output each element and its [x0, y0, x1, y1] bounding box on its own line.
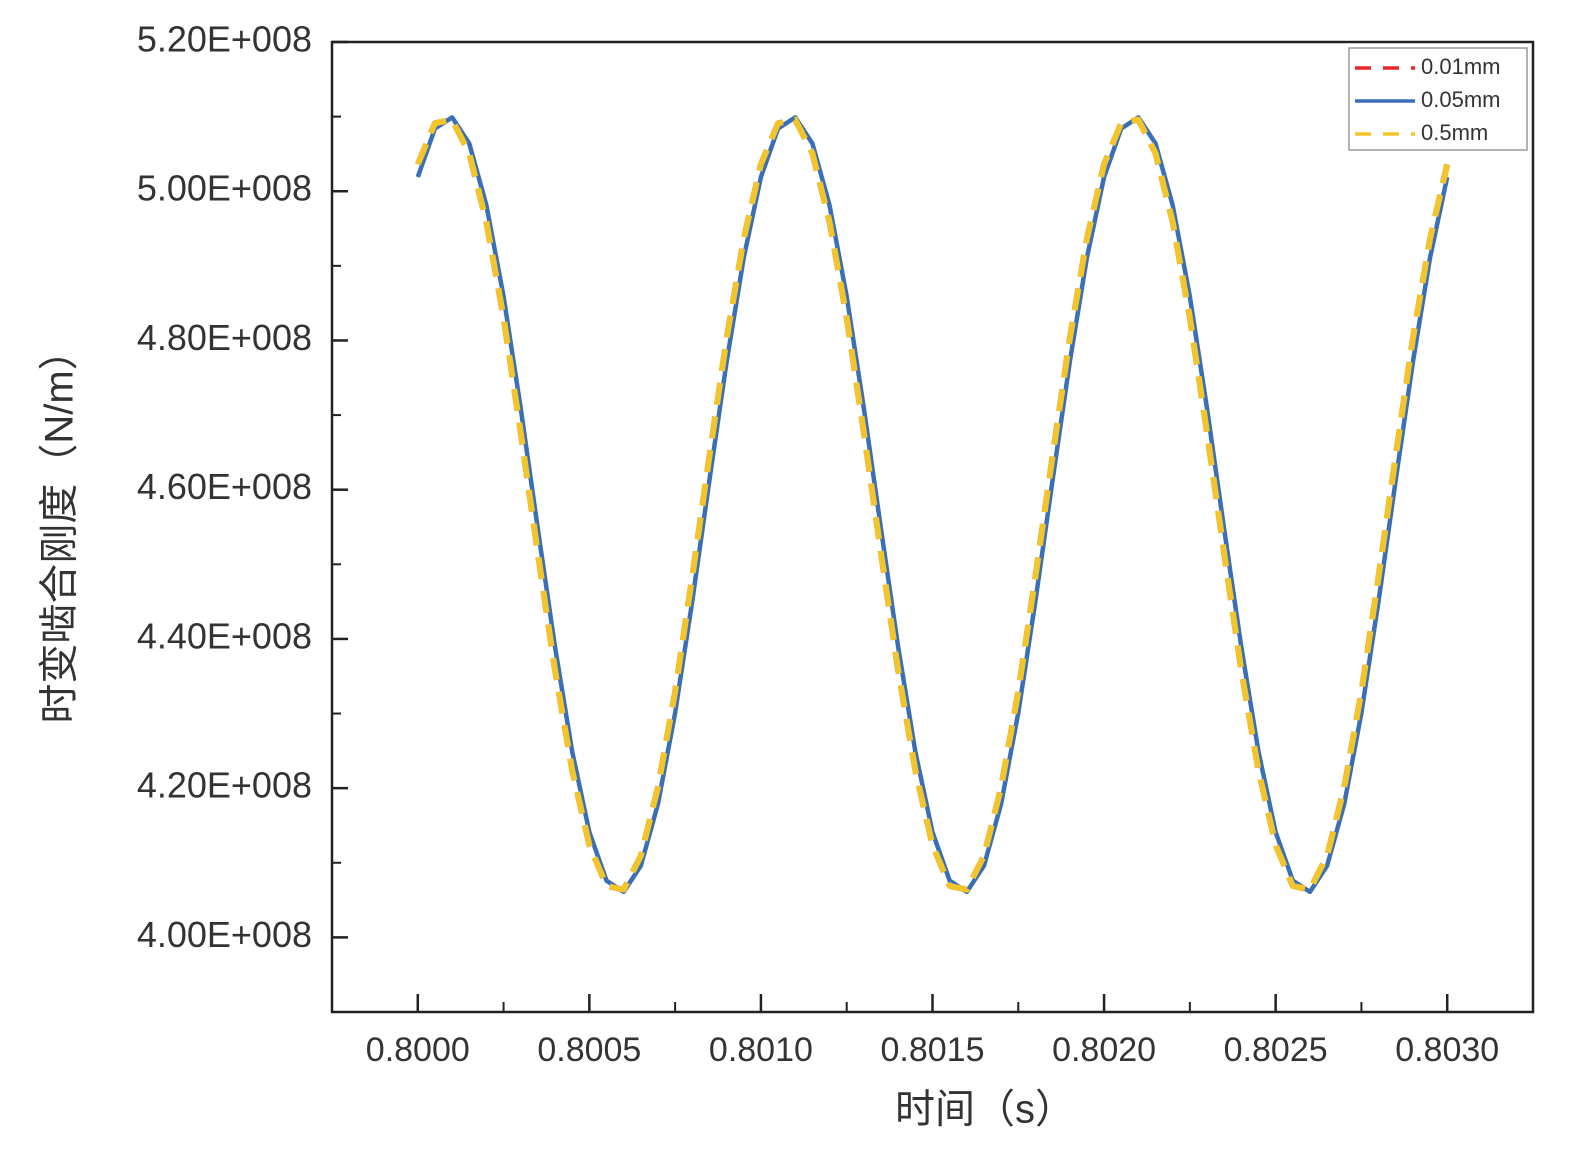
x-tick-label: 0.8005 — [537, 1031, 641, 1069]
y-tick-label: 4.20E+008 — [137, 765, 312, 806]
plot-frame — [330, 40, 1535, 1014]
y-tick-label: 4.60E+008 — [137, 466, 312, 507]
x-tick-label: 0.8025 — [1224, 1031, 1328, 1069]
y-tick-label: 5.20E+008 — [137, 19, 312, 60]
x-tick-label: 0.8015 — [881, 1031, 985, 1069]
y-axis-label: 时变啮合刚度（N/m） — [38, 330, 82, 723]
x-tick-label: 0.8000 — [366, 1031, 470, 1069]
y-tick-label: 4.40E+008 — [137, 615, 312, 656]
series-line — [415, 116, 1451, 893]
x-tick-label: 0.8020 — [1052, 1031, 1156, 1069]
x-tick-label: 0.8030 — [1395, 1031, 1499, 1069]
y-tick-label: 4.00E+008 — [137, 914, 312, 955]
y-tick-label: 4.80E+008 — [137, 317, 312, 358]
x-axis-label: 时间（s） — [895, 1088, 1075, 1132]
legend-label: 0.01mm — [1421, 54, 1500, 79]
legend-box — [1348, 47, 1528, 151]
legend-label: 0.05mm — [1421, 87, 1500, 112]
x-tick-label: 0.8010 — [709, 1031, 813, 1069]
legend-label: 0.5mm — [1421, 120, 1488, 145]
y-tick-label: 5.00E+008 — [137, 168, 312, 209]
